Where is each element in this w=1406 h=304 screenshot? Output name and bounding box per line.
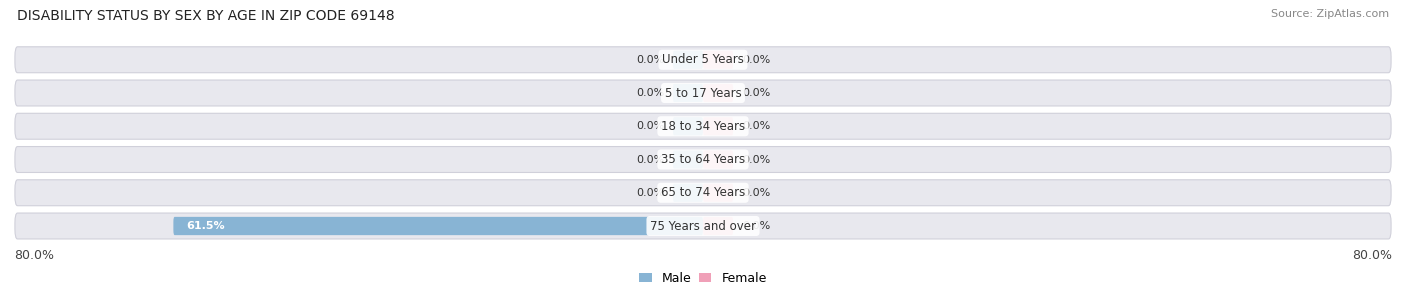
Text: 0.0%: 0.0% (742, 55, 770, 65)
Text: 0.0%: 0.0% (636, 154, 664, 164)
Text: 65 to 74 Years: 65 to 74 Years (661, 186, 745, 199)
Text: 5 to 17 Years: 5 to 17 Years (665, 87, 741, 99)
Text: 0.0%: 0.0% (742, 154, 770, 164)
Text: Source: ZipAtlas.com: Source: ZipAtlas.com (1271, 9, 1389, 19)
FancyBboxPatch shape (703, 50, 733, 69)
FancyBboxPatch shape (673, 84, 703, 102)
FancyBboxPatch shape (703, 117, 733, 135)
Text: Under 5 Years: Under 5 Years (662, 53, 744, 66)
Text: 0.0%: 0.0% (742, 221, 770, 231)
FancyBboxPatch shape (15, 113, 1391, 139)
FancyBboxPatch shape (673, 150, 703, 169)
Legend: Male, Female: Male, Female (634, 267, 772, 290)
Text: 75 Years and over: 75 Years and over (650, 219, 756, 233)
FancyBboxPatch shape (673, 117, 703, 135)
FancyBboxPatch shape (15, 147, 1391, 172)
Text: 61.5%: 61.5% (186, 221, 225, 231)
Text: 80.0%: 80.0% (1353, 249, 1392, 262)
FancyBboxPatch shape (703, 184, 733, 202)
FancyBboxPatch shape (15, 180, 1391, 206)
Text: DISABILITY STATUS BY SEX BY AGE IN ZIP CODE 69148: DISABILITY STATUS BY SEX BY AGE IN ZIP C… (17, 9, 395, 23)
FancyBboxPatch shape (15, 80, 1391, 106)
FancyBboxPatch shape (703, 217, 733, 235)
Text: 0.0%: 0.0% (742, 88, 770, 98)
FancyBboxPatch shape (673, 184, 703, 202)
FancyBboxPatch shape (15, 213, 1391, 239)
Text: 18 to 34 Years: 18 to 34 Years (661, 120, 745, 133)
Text: 0.0%: 0.0% (636, 55, 664, 65)
Text: 0.0%: 0.0% (742, 188, 770, 198)
Text: 35 to 64 Years: 35 to 64 Years (661, 153, 745, 166)
Text: 0.0%: 0.0% (742, 121, 770, 131)
Text: 0.0%: 0.0% (636, 121, 664, 131)
FancyBboxPatch shape (703, 150, 733, 169)
FancyBboxPatch shape (673, 50, 703, 69)
Text: 0.0%: 0.0% (636, 188, 664, 198)
Text: 0.0%: 0.0% (636, 88, 664, 98)
FancyBboxPatch shape (173, 217, 703, 235)
FancyBboxPatch shape (703, 84, 733, 102)
Text: 80.0%: 80.0% (14, 249, 53, 262)
FancyBboxPatch shape (15, 47, 1391, 73)
